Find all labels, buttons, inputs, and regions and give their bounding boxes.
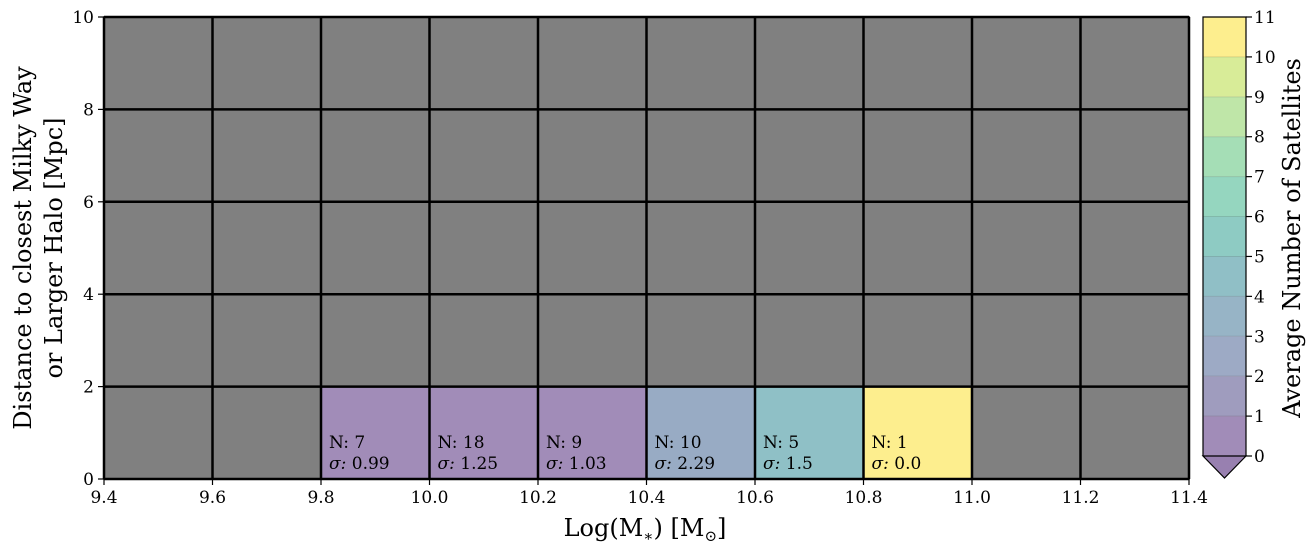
x-tick-label: 11.0 xyxy=(953,488,991,508)
colorbar-tick-label: 6 xyxy=(1254,208,1265,228)
cell-sigma-label: σ: 0.0 xyxy=(872,454,922,474)
colorbar-level xyxy=(1203,256,1246,297)
cell-count-label: N: 7 xyxy=(329,433,365,453)
x-tick-label: 9.6 xyxy=(199,488,226,508)
cell-count-label: N: 1 xyxy=(872,433,908,453)
y-tick-label: 10 xyxy=(72,8,94,28)
x-tick-label: 10.6 xyxy=(736,488,774,508)
cell-sigma-label: σ: 1.5 xyxy=(763,454,813,474)
colorbar-tick-label: 11 xyxy=(1254,8,1276,28)
colorbar-tick-label: 9 xyxy=(1254,88,1265,108)
heatmap-cell xyxy=(646,386,755,479)
colorbar-level xyxy=(1203,416,1246,456)
x-tick-label: 10.4 xyxy=(628,488,666,508)
colorbar-tick-label: 4 xyxy=(1254,287,1265,307)
colorbar-outline xyxy=(1202,16,1247,456)
cell-count-label: N: 5 xyxy=(763,433,799,453)
heatmap-cell xyxy=(321,386,430,479)
y-axis-label-line1: Distance to closest Milky Way xyxy=(9,66,37,430)
heatmap-cell xyxy=(538,386,647,479)
colorbar-level xyxy=(1203,136,1246,177)
y-tick-label: 2 xyxy=(83,378,94,398)
colorbar-level xyxy=(1203,56,1246,97)
colorbar-extend-triangle xyxy=(1201,455,1248,479)
colorbar-tick-label: 7 xyxy=(1254,168,1265,188)
x-tick-label: 11.2 xyxy=(1062,488,1100,508)
y-tick-label: 4 xyxy=(83,285,94,305)
colorbar-tick-label: 3 xyxy=(1254,327,1265,347)
colorbar-level xyxy=(1203,176,1246,217)
x-tick-label: 10.0 xyxy=(411,488,449,508)
cell-count-label: N: 10 xyxy=(655,433,702,453)
cell-count-label: N: 9 xyxy=(546,433,582,453)
y-tick-label: 6 xyxy=(83,193,94,213)
colorbar-tick-label: 2 xyxy=(1254,367,1265,387)
colorbar-label: Average Number of Satellites xyxy=(1278,58,1306,419)
colorbar-tick-label: 1 xyxy=(1254,407,1265,427)
x-tick-label: 11.4 xyxy=(1170,488,1208,508)
x-tick-label: 10.8 xyxy=(845,488,883,508)
cell-sigma-label: σ: 1.03 xyxy=(546,454,607,474)
heatmap-cell xyxy=(429,386,538,479)
colorbar-level xyxy=(1203,336,1246,377)
colorbar-level xyxy=(1203,96,1246,137)
cell-count-label: N: 18 xyxy=(438,433,485,453)
x-tick-label: 10.2 xyxy=(519,488,557,508)
cell-annotations: N: 7σ: 0.99N: 18σ: 1.25N: 9σ: 1.03N: 10σ… xyxy=(329,433,921,474)
colorbar-level xyxy=(1203,296,1246,337)
cell-sigma-label: σ: 0.99 xyxy=(329,454,390,474)
y-axis-label-line2: or Larger Halo [Mpc] xyxy=(40,117,68,378)
x-axis-label: Log(M∗) [M⊙] xyxy=(564,514,727,545)
colorbar: 0 1 2 3 4 5 6 7 8 9 10 11 xyxy=(1201,8,1276,479)
colorbar-level xyxy=(1203,17,1246,57)
heatmap-cell xyxy=(863,386,972,479)
colorbar-tick-label: 10 xyxy=(1254,48,1276,68)
colorbar-level xyxy=(1203,376,1246,417)
y-tick-label: 0 xyxy=(83,470,94,490)
heatmap-cell xyxy=(755,386,864,479)
cell-sigma-label: σ: 2.29 xyxy=(655,454,716,474)
colorbar-tick-label: 0 xyxy=(1254,447,1265,467)
x-tick-label: 9.4 xyxy=(90,488,117,508)
axes: 9.4 9.6 9.8 10.0 10.2 10.4 10.6 10.8 11.0 11.2 11.… xyxy=(72,8,1208,508)
x-tick-label: 9.8 xyxy=(307,488,334,508)
colorbar-level xyxy=(1203,216,1246,257)
colorbar-tick-label: 8 xyxy=(1254,128,1265,148)
colorbar-tick-label: 5 xyxy=(1254,247,1265,267)
y-tick-label: 8 xyxy=(83,100,94,120)
cell-sigma-label: σ: 1.25 xyxy=(438,454,499,474)
